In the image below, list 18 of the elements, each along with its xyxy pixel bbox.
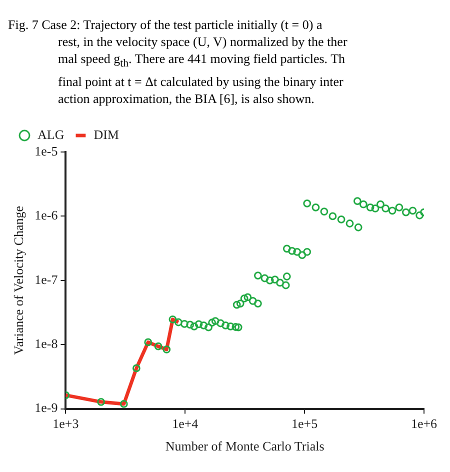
y-tick-label: 1e-6 [34, 207, 58, 222]
x-axis-title: Number of Monte Carlo Trials [165, 438, 324, 454]
x-tick-label: 1e+4 [172, 416, 199, 431]
legend-label: ALG [38, 126, 64, 142]
x-tick-label: 1e+6 [410, 416, 438, 431]
legend-label: DIM [94, 126, 120, 142]
text: rest, in the velocity space (U, V) normalized by the ther [57, 33, 348, 50]
caption: Fig. 7 Case 2: Trajectory of the test particle initially (t = 0) a [8, 16, 324, 33]
y-tick-label: 1e-9 [34, 400, 58, 415]
text: final point at t = Δt calculated by using the binary inter [57, 72, 344, 90]
y-tick-label: 1e-8 [34, 336, 58, 351]
x-tick-label: 1e+5 [292, 416, 318, 431]
y-axis-title: Variance of Velocity Change [11, 205, 26, 354]
y-tick-label: 1e-7 [34, 271, 58, 286]
y-tick-label: 1e-5 [34, 143, 58, 158]
text: mal speed g$_{th}$. There are 441 moving field particles. Th [57, 50, 346, 72]
x-tick-label: 1e+3 [52, 416, 79, 431]
text: action approximation, the BIA [6], is also shown. [57, 90, 316, 107]
